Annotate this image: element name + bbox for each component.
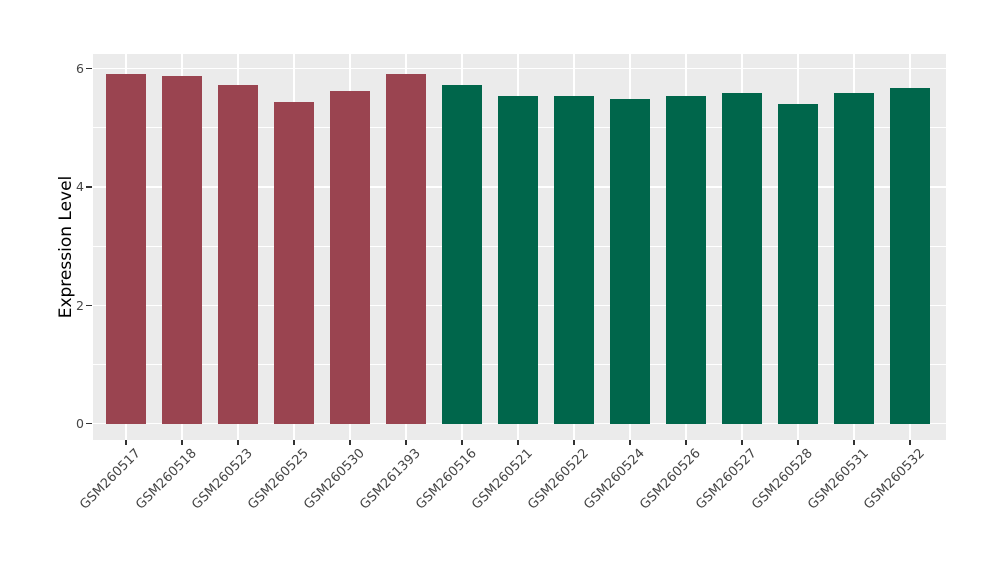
bar-GSM260527 bbox=[721, 92, 763, 424]
x-tick-mark-GSM260524 bbox=[629, 440, 631, 445]
x-tick-mark-GSM260523 bbox=[237, 440, 239, 445]
bar-GSM260521 bbox=[497, 95, 539, 424]
bar-GSM260523 bbox=[217, 84, 259, 424]
bar-GSM260516 bbox=[441, 85, 483, 424]
x-tick-mark-GSM260518 bbox=[181, 440, 183, 445]
bar-GSM260532 bbox=[889, 88, 931, 424]
bar-GSM260528 bbox=[777, 104, 819, 424]
bar-GSM260524 bbox=[609, 98, 651, 424]
y-tick-label-6: 6 bbox=[76, 61, 84, 77]
bar-GSM260522 bbox=[553, 95, 595, 424]
bar-GSM261393 bbox=[385, 73, 427, 424]
y-tick-mark-0 bbox=[86, 422, 92, 425]
x-tick-mark-GSM260532 bbox=[909, 440, 911, 445]
x-tick-mark-GSM260528 bbox=[797, 440, 799, 445]
y-tick-mark-2 bbox=[86, 304, 92, 306]
plot-panel bbox=[92, 54, 946, 440]
y-tick-mark-4 bbox=[86, 186, 92, 188]
bar-GSM260530 bbox=[329, 90, 371, 424]
major-gridline-y-0 bbox=[92, 422, 946, 425]
bar-GSM260518 bbox=[161, 76, 203, 424]
x-tick-mark-GSM260517 bbox=[125, 440, 127, 445]
y-tick-mark-6 bbox=[86, 67, 92, 70]
x-tick-mark-GSM260531 bbox=[853, 440, 855, 445]
x-tick-mark-GSM260521 bbox=[517, 440, 519, 445]
y-tick-label-0: 0 bbox=[76, 416, 84, 432]
bar-GSM260531 bbox=[833, 93, 875, 424]
x-tick-mark-GSM260527 bbox=[741, 440, 743, 445]
major-gridline-y-6 bbox=[92, 67, 946, 70]
bar-GSM260517 bbox=[105, 73, 147, 424]
bar-GSM260526 bbox=[665, 96, 707, 424]
x-tick-mark-GSM260522 bbox=[573, 440, 575, 445]
y-tick-label-4: 4 bbox=[76, 179, 84, 195]
x-tick-mark-GSM260516 bbox=[461, 440, 463, 445]
bar-GSM260525 bbox=[273, 102, 315, 424]
x-tick-mark-GSM260526 bbox=[685, 440, 687, 445]
x-tick-mark-GSM260530 bbox=[349, 440, 351, 445]
x-tick-mark-GSM261393 bbox=[405, 440, 407, 445]
x-tick-mark-GSM260525 bbox=[293, 440, 295, 445]
y-tick-label-2: 2 bbox=[76, 297, 84, 313]
